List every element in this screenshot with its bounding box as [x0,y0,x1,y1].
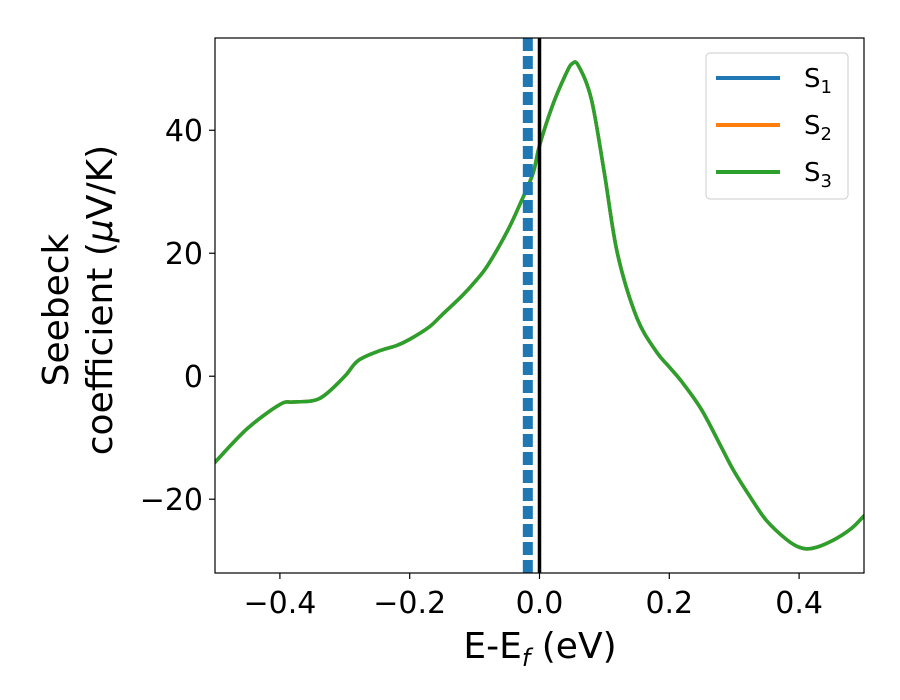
y-axis-ticks: −20 0 20 40 [140,114,215,518]
y-axis-title-line2: coefficient (μV/K) [80,145,121,455]
x-axis-title-unit: (eV) [530,626,616,667]
legend: S1 S2 S3 [705,52,849,200]
y-axis-title-suffix: V/K) [80,145,121,219]
legend-label-1: S1 [804,64,832,98]
plot-area [215,38,864,573]
legend-entry-2: S2 [716,111,832,145]
y-tick-label: 0 [184,360,203,395]
legend-entry-1: S1 [716,64,832,98]
x-tick-label: −0.2 [373,586,446,621]
x-tick-label: 0.0 [516,586,564,621]
y-axis-title-line1: Seebeck [36,233,77,386]
y-tick-label: 20 [165,237,203,272]
legend-label-2: S2 [804,111,832,145]
series-layer [215,60,864,551]
x-tick-label: 0.2 [645,586,693,621]
y-tick-label: −20 [140,483,203,518]
x-axis-ticks: −0.4 −0.2 0.0 0.2 0.4 [243,573,823,621]
y-axis-title-mu: μ [80,219,121,243]
x-tick-label: 0.4 [775,586,823,621]
x-axis-title-base: E-E [463,626,521,667]
x-tick-label: −0.4 [243,586,316,621]
vertical-lines [522,38,542,573]
y-tick-label: 40 [165,114,203,149]
series-line-3 [215,60,864,551]
x-axis-title: E-Ef (eV) [463,626,616,672]
legend-label-3: S3 [804,158,832,192]
y-axis-title-prefix: coefficient ( [80,242,121,455]
legend-entry-3: S3 [716,158,832,192]
